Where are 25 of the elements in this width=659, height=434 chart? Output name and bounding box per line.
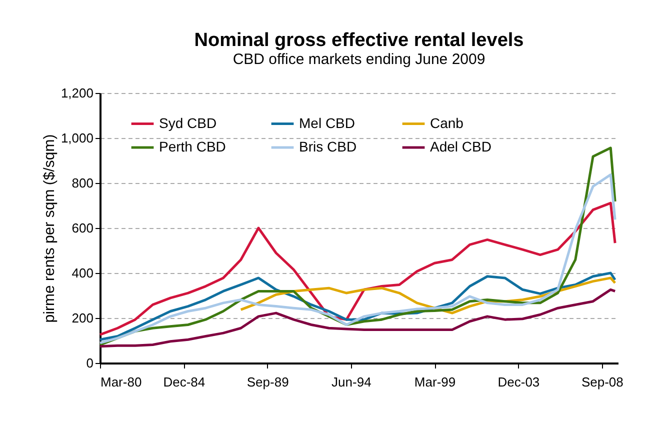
legend-label: Adel CBD [430,138,492,154]
y-tick-label: 800 [72,176,94,190]
line-series [98,288,616,348]
legend-label: Perth CBD [159,138,226,154]
line-series [98,202,616,336]
legend-label: Mel CBD [299,114,356,131]
x-tick-label: Mar-99 [414,374,456,390]
chart-title: Nominal gross effective rental levels [194,30,524,51]
x-tick-label: Sep-08 [581,374,624,390]
y-tick-label: 600 [72,220,94,236]
legend-label: Bris CBD [299,138,357,154]
legend-label: Syd CBD [159,114,217,131]
y-tick-label: 200 [72,310,94,326]
x-tick-label: Sep-89 [246,374,289,390]
y-tick-label: 400 [72,266,94,280]
chart-subtitle: CBD office markets ending June 2009 [232,51,486,68]
x-tick-label: Mar-80 [100,374,142,390]
y-tick-label: 0 [86,356,94,370]
x-tick-label: Dec-84 [163,374,206,390]
x-tick-label: Jun-94 [332,374,372,390]
legend-label: Canb [430,114,464,131]
y-tick-label: 1,200 [60,86,94,100]
y-axis-title: pirme rents per sqm ($/sqm) [40,134,58,323]
x-tick-label: Dec-03 [498,374,540,390]
y-tick-label: 1,000 [60,130,94,146]
